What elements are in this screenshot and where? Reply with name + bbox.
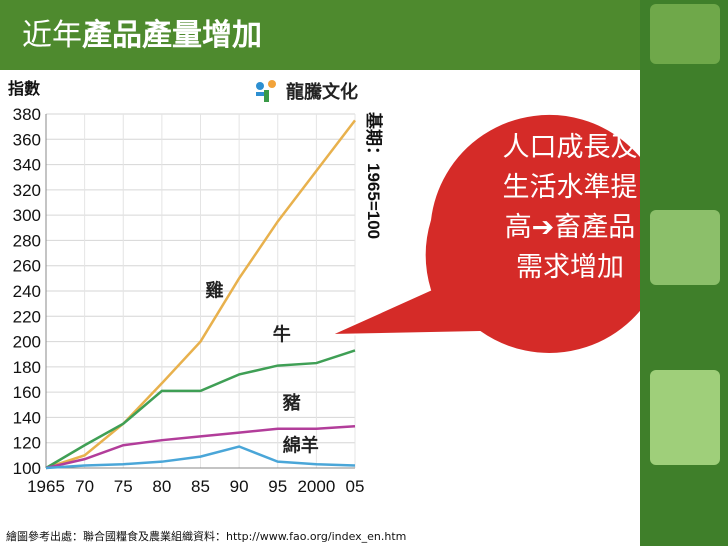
cattle-image	[650, 210, 720, 285]
x-tick-label: 2000	[297, 477, 335, 496]
y-tick-label: 360	[13, 130, 41, 149]
brand-name: 龍騰文化	[286, 82, 358, 103]
series-label: 綿羊	[283, 435, 319, 456]
x-tick-label: 75	[114, 477, 133, 496]
callout-line: 人口成長及	[502, 132, 638, 163]
callout-text: 人口成長及 生活水準提 高➔畜產品 需求增加	[470, 128, 670, 288]
side-decoration-panel	[640, 0, 728, 546]
callout-line: 高➔畜產品	[504, 212, 636, 243]
rice-plant-image	[650, 4, 720, 64]
y-tick-label: 120	[13, 434, 41, 453]
series-label: 牛	[273, 324, 291, 345]
y-tick-label: 320	[13, 181, 41, 200]
y-tick-label: 220	[13, 307, 41, 326]
y-tick-label: 280	[13, 231, 41, 250]
y-tick-label: 180	[13, 358, 41, 377]
y-tick-label: 140	[13, 408, 41, 427]
publisher-brand: 龍騰文化	[252, 78, 358, 104]
source-note: 繪圖參考出處：聯合國糧食及農業組織資料：http://www.fao.org/i…	[6, 530, 407, 543]
series-line	[45, 119, 356, 470]
slide-title: 近年產品產量增加	[22, 10, 262, 54]
series-line	[45, 425, 356, 470]
title-bar: 近年產品產量增加	[0, 0, 640, 70]
callout-line: 生活水準提	[502, 172, 638, 203]
x-tick-label: 05	[346, 477, 365, 496]
farmer-image	[650, 370, 720, 465]
y-tick-label: 200	[13, 333, 41, 352]
livestock-production-chart: 100 120 140 160 180 200 220 240 260 280 300 320 340 3…	[8, 79, 640, 496]
y-tick-label: 160	[13, 383, 41, 402]
brand-logo-icon	[256, 80, 276, 102]
series-label: 雞	[205, 280, 224, 301]
y-tick-label: 100	[13, 459, 41, 478]
x-tick-label: 85	[191, 477, 210, 496]
series-line	[45, 445, 356, 470]
callout-bubble	[329, 112, 640, 355]
y-tick-label: 300	[13, 206, 41, 225]
series-label: 豬	[282, 392, 301, 413]
y-axis-label: 指數	[8, 79, 40, 98]
x-tick-label: 95	[268, 477, 287, 496]
x-tick-label: 70	[75, 477, 94, 496]
y-tick-label: 380	[13, 105, 41, 124]
title-prefix: 近年	[22, 18, 82, 53]
y-tick-label: 260	[13, 257, 41, 276]
callout-line: 需求增加	[516, 252, 624, 283]
title-main: 產品產量增加	[82, 18, 262, 53]
x-tick-label: 90	[230, 477, 249, 496]
x-tick-label: 1965	[27, 477, 65, 496]
y-tick-label: 240	[13, 282, 41, 301]
y-tick-label: 340	[13, 156, 41, 175]
base-year-note: 基期：1965=100	[364, 111, 384, 239]
x-tick-label: 80	[152, 477, 171, 496]
series-line	[45, 349, 356, 470]
